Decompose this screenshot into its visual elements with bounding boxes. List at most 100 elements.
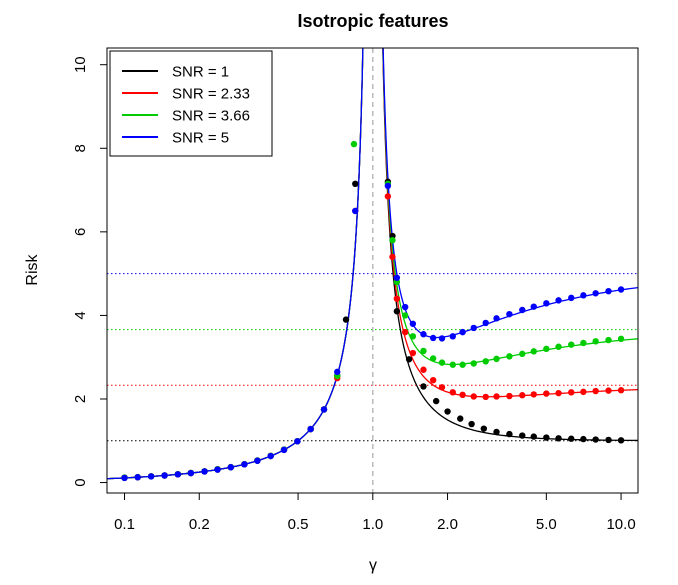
- data-point: [530, 433, 537, 440]
- data-point: [438, 335, 446, 342]
- data-point: [438, 384, 446, 391]
- data-point: [384, 182, 392, 190]
- data-point: [254, 457, 261, 464]
- data-point: [420, 331, 427, 338]
- legend-label: SNR = 3.66: [172, 107, 250, 124]
- data-point: [384, 193, 392, 200]
- data-point: [429, 376, 437, 384]
- data-point: [617, 286, 625, 293]
- data-point: [493, 428, 500, 436]
- data-point: [493, 355, 500, 363]
- data-point: [530, 303, 537, 310]
- data-point: [543, 345, 550, 353]
- data-point: [393, 274, 401, 282]
- data-point: [506, 353, 513, 360]
- data-point: [401, 303, 409, 311]
- data-point: [389, 253, 396, 261]
- data-point: [352, 207, 359, 215]
- data-point: [530, 391, 537, 398]
- data-point: [420, 347, 427, 355]
- data-point: [401, 328, 409, 336]
- data-point: [592, 290, 599, 297]
- data-point: [350, 140, 358, 148]
- chart-title: Isotropic features: [297, 11, 448, 31]
- data-point: [543, 300, 550, 307]
- data-point: [352, 180, 359, 187]
- data-point: [592, 338, 599, 345]
- data-point: [174, 471, 182, 478]
- y-axis-label: Risk: [24, 253, 41, 285]
- data-point: [617, 437, 625, 444]
- x-tick-label: 0.2: [189, 516, 210, 533]
- x-tick-label: 2.0: [437, 516, 458, 533]
- data-point: [530, 348, 537, 355]
- data-point: [342, 316, 350, 323]
- data-point: [267, 452, 274, 460]
- data-point: [592, 436, 599, 443]
- data-point: [393, 308, 401, 315]
- data-point: [605, 387, 612, 394]
- data-point: [420, 366, 427, 373]
- data-point: [555, 435, 562, 442]
- data-point: [405, 356, 413, 363]
- data-point: [449, 333, 456, 340]
- data-point: [568, 294, 575, 302]
- legend-label: SNR = 5: [172, 129, 229, 146]
- data-point: [294, 438, 301, 445]
- y-tick-label: 10: [72, 56, 89, 73]
- data-point: [429, 355, 437, 362]
- legend-label: SNR = 1: [172, 63, 229, 80]
- legend-label: SNR = 2.33: [172, 85, 250, 102]
- x-axis: 0.1 0.2 0.5 1.0 2.0 5.0 10.0: [114, 493, 636, 533]
- data-point: [459, 361, 466, 368]
- data-point: [568, 341, 575, 348]
- data-point: [227, 464, 235, 471]
- data-point: [580, 435, 587, 443]
- y-tick-label: 2: [72, 395, 89, 403]
- data-point: [605, 336, 612, 344]
- data-point: [519, 392, 526, 399]
- data-point: [187, 469, 195, 477]
- data-point: [420, 383, 427, 390]
- data-point: [568, 435, 575, 442]
- data-point: [580, 339, 587, 347]
- data-point: [401, 312, 409, 319]
- data-point: [555, 389, 562, 397]
- data-point: [389, 237, 396, 244]
- data-point: [592, 387, 599, 395]
- data-point: [307, 425, 314, 433]
- data-point: [482, 358, 489, 365]
- data-point: [444, 408, 451, 415]
- legend-box: [109, 50, 273, 157]
- data-point: [506, 392, 513, 400]
- data-point: [580, 292, 587, 299]
- data-point: [393, 295, 401, 302]
- y-tick-label: 4: [72, 311, 89, 319]
- data-point: [468, 420, 475, 428]
- data-point: [543, 434, 550, 441]
- data-point: [470, 360, 477, 367]
- x-tick-label: 10.0: [606, 516, 635, 533]
- data-point: [480, 425, 488, 432]
- data-point: [555, 343, 562, 350]
- data-point: [409, 333, 417, 340]
- x-tick-label: 5.0: [536, 516, 557, 533]
- x-axis-label: γ: [369, 557, 377, 574]
- legend: SNR = 1 SNR = 2.33 SNR = 3.66 SNR = 5: [109, 50, 273, 157]
- data-point: [568, 389, 575, 396]
- data-point: [438, 359, 446, 366]
- y-axis: 0 2 4 6 8 10: [72, 56, 107, 487]
- data-point: [605, 436, 612, 444]
- x-tick-label: 1.0: [362, 516, 383, 533]
- data-point: [147, 473, 155, 480]
- data-point: [320, 406, 328, 413]
- data-point: [493, 393, 500, 400]
- data-point: [580, 388, 587, 396]
- data-point: [482, 319, 489, 327]
- data-point: [429, 334, 437, 342]
- y-tick-label: 0: [72, 478, 89, 486]
- data-point: [506, 430, 513, 438]
- y-tick-label: 6: [72, 228, 89, 236]
- data-point: [617, 387, 625, 394]
